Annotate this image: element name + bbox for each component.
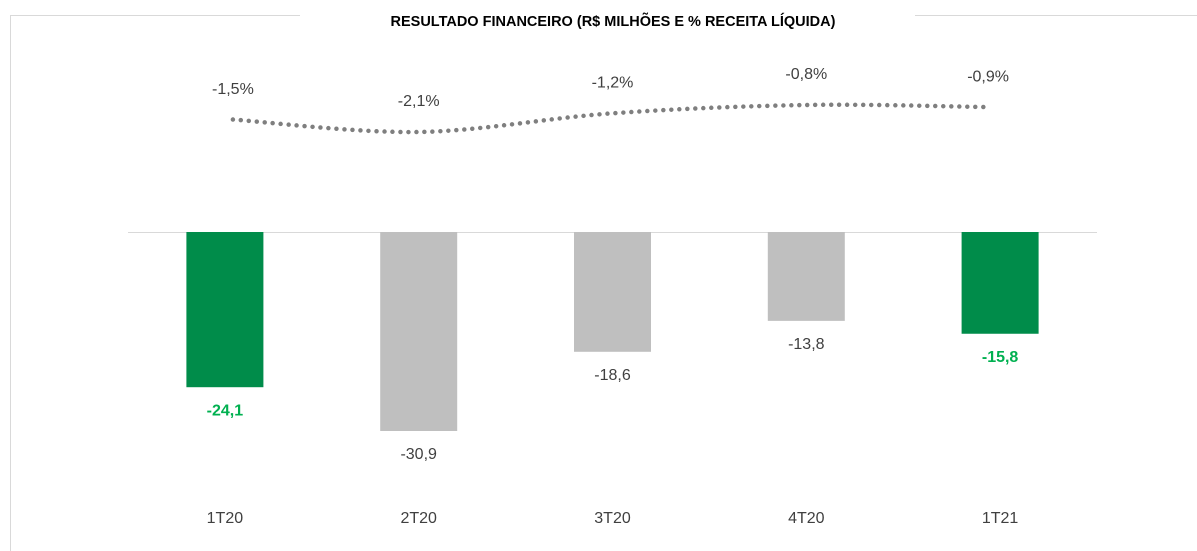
bar xyxy=(961,232,1039,334)
data-label: -0,9% xyxy=(967,68,1009,85)
x-tick-label: 4T20 xyxy=(788,510,825,527)
x-tick-label: 2T20 xyxy=(400,510,437,527)
data-label: -1,5% xyxy=(212,81,254,98)
bar xyxy=(574,232,651,352)
bar xyxy=(380,232,458,431)
x-tick-label: 3T20 xyxy=(594,510,631,527)
data-label: -24,1 xyxy=(207,402,244,419)
data-label: -13,8 xyxy=(788,336,825,353)
data-label: -30,9 xyxy=(400,446,437,463)
x-tick-label: 1T20 xyxy=(207,510,244,527)
line xyxy=(230,102,991,135)
chart-title: RESULTADO FINANCEIRO (R$ MILHÕES E % REC… xyxy=(391,12,836,30)
bar xyxy=(767,232,845,321)
data-label: -2,1% xyxy=(398,93,440,110)
data-label: -15,8 xyxy=(982,349,1019,366)
data-label: -18,6 xyxy=(594,367,631,384)
data-label: -1,2% xyxy=(592,75,634,92)
x-tick-label: 1T21 xyxy=(982,510,1019,527)
bar xyxy=(186,232,264,388)
data-label: -0,8% xyxy=(785,66,827,83)
